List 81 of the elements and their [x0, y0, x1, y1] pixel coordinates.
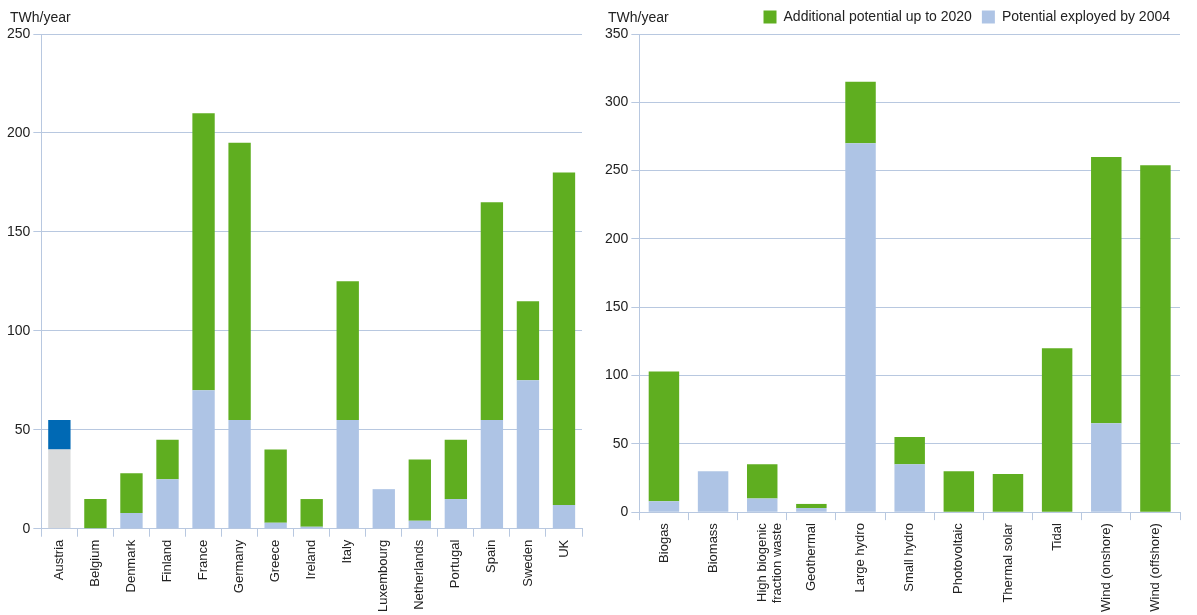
bar — [120, 512, 143, 529]
bar — [894, 464, 925, 512]
bar — [516, 301, 540, 381]
bar — [480, 202, 504, 420]
x-tick-label: Sweden — [519, 539, 535, 587]
bar — [156, 439, 179, 480]
y-tick-label: 50 — [612, 434, 629, 451]
x-tick-label: Wind (onshore) — [1097, 523, 1113, 613]
x-tick-label: Netherlands — [411, 539, 427, 610]
y-tick-label: 200 — [605, 229, 629, 246]
bar — [648, 501, 680, 512]
bar — [48, 449, 71, 529]
bar — [1140, 165, 1171, 512]
bar — [444, 499, 468, 529]
bar — [1091, 156, 1122, 424]
x-tick-label: Portugal — [447, 539, 463, 589]
bar — [408, 520, 431, 529]
x-tick-label: Tidal — [1048, 523, 1064, 551]
bar — [552, 504, 576, 529]
x-tick-label: High biogenic fraction waste — [753, 522, 785, 604]
y-tick-label: 0 — [620, 502, 629, 519]
x-tick-label: Small hydro — [901, 523, 917, 592]
bar — [697, 471, 729, 512]
x-tick-label: Italy — [339, 539, 355, 564]
y-tick-label: 200 — [7, 123, 31, 140]
x-tick-label: Luxembourg — [375, 539, 391, 613]
y-tick-label: 100 — [7, 321, 31, 338]
bar — [84, 499, 107, 529]
y-tick-label: 300 — [605, 93, 629, 110]
bar — [747, 464, 778, 499]
y-tick-label: 0 — [22, 519, 31, 536]
x-tick-label: Photovoltaic — [950, 522, 966, 594]
x-tick-label: Biomass — [704, 522, 720, 573]
bar — [120, 473, 143, 513]
y-tick-label: 100 — [605, 366, 629, 383]
x-tick-label: Belgium — [87, 539, 102, 587]
x-tick-label: UK — [555, 539, 571, 558]
bar — [300, 499, 323, 527]
y-tick-label: 250 — [7, 24, 31, 41]
bar — [747, 498, 778, 512]
legend-label: Additional potential up to 2020 — [783, 7, 973, 24]
legend-label: Potential exployed by 2004 — [1001, 7, 1171, 24]
x-tick-label: Spain — [483, 539, 499, 573]
y-tick-label: 50 — [14, 420, 31, 437]
bar — [228, 142, 251, 420]
y-axis-title: TWh/year — [10, 8, 72, 25]
bar — [648, 371, 680, 502]
x-tick-label: Large hydro — [852, 523, 868, 593]
bar — [372, 489, 395, 529]
bar — [894, 437, 925, 465]
y-axis-title: TWh/year — [608, 8, 670, 25]
bar — [552, 172, 576, 505]
x-tick-label: Wind (offshore) — [1147, 523, 1162, 612]
bar — [192, 113, 215, 391]
y-tick-label: 150 — [605, 298, 629, 315]
x-tick-label: Geothermal — [802, 523, 818, 592]
bar — [264, 522, 287, 529]
x-tick-label: France — [195, 539, 211, 581]
bar — [992, 473, 1024, 512]
bar — [1041, 348, 1073, 512]
y-tick-label: 250 — [605, 161, 629, 178]
x-tick-label: Greece — [267, 539, 283, 583]
bar — [943, 471, 975, 512]
y-tick-label: 150 — [7, 222, 31, 239]
bar — [444, 439, 468, 500]
bar — [156, 479, 179, 529]
bar — [336, 281, 359, 420]
x-tick-label: Finland — [159, 539, 175, 583]
bar — [48, 419, 71, 450]
x-tick-label: Germany — [231, 539, 247, 594]
x-tick-label: Thermal solar — [999, 522, 1015, 603]
y-tick-label: 350 — [605, 24, 629, 41]
x-tick-label: Denmark — [123, 539, 139, 593]
x-tick-label: Austria — [50, 538, 66, 581]
x-tick-label: Ireland — [303, 539, 319, 580]
bar — [264, 449, 287, 523]
bar — [796, 503, 827, 509]
bar — [796, 508, 827, 512]
bar — [845, 81, 876, 144]
bar — [408, 459, 431, 521]
x-tick-label: Biogas — [655, 522, 671, 563]
